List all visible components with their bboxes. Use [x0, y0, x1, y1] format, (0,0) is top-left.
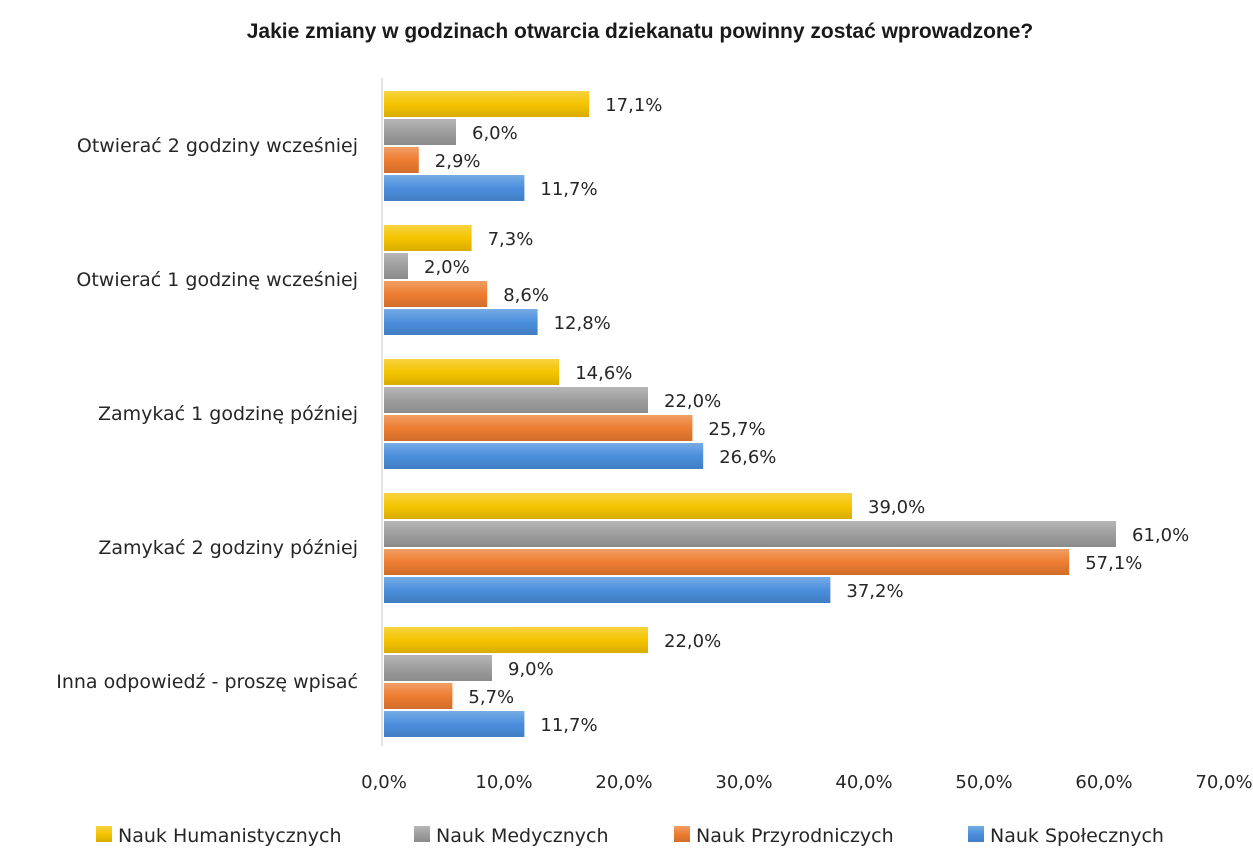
legend-swatch: [968, 826, 984, 842]
x-tick-label: 50,0%: [955, 772, 1012, 793]
x-axis-ticks: 0,0% 10,0% 20,0% 30,0% 40,0% 50,0% 60,0% 70,0%: [361, 772, 1252, 793]
bar: [384, 281, 488, 307]
legend-item: Nauk Przyrodniczych: [674, 825, 894, 847]
legend-label: Nauk Humanistycznych: [118, 825, 342, 847]
legend-item: Nauk Społecznych: [968, 825, 1164, 847]
bar: [384, 577, 831, 603]
data-label: 61,0%: [1132, 525, 1189, 546]
legend-swatch: [96, 826, 112, 842]
bar: [384, 253, 408, 279]
category-label: Otwierać 2 godziny wcześniej: [77, 135, 358, 157]
bar: [384, 683, 453, 709]
bar: [384, 359, 560, 385]
category-label: Otwierać 1 godzinę wcześniej: [76, 269, 358, 291]
data-label: 11,7%: [540, 715, 597, 736]
bar: [384, 175, 525, 201]
x-tick-label: 10,0%: [475, 772, 532, 793]
data-label: 14,6%: [575, 363, 632, 384]
category-label: Inna odpowiedź - proszę wpisać: [56, 671, 358, 693]
data-label: 57,1%: [1085, 553, 1142, 574]
legend-swatch: [414, 826, 430, 842]
bar: [384, 711, 525, 737]
legend-label: Nauk Medycznych: [436, 825, 609, 847]
data-label: 6,0%: [472, 123, 518, 144]
bar: [384, 627, 648, 653]
bar: [384, 521, 1116, 547]
data-label: 26,6%: [719, 447, 776, 468]
category-label: Zamykać 2 godziny później: [98, 537, 358, 559]
data-label: 22,0%: [664, 631, 721, 652]
data-label: 39,0%: [868, 497, 925, 518]
bar: [384, 493, 852, 519]
bar: [384, 387, 648, 413]
bar: [384, 309, 538, 335]
bar: [384, 549, 1070, 575]
category-labels: Otwierać 2 godziny wcześniej Otwierać 1 g…: [56, 135, 358, 693]
bar: [384, 443, 704, 469]
data-label: 2,0%: [424, 257, 470, 278]
category-label: Zamykać 1 godzinę później: [98, 403, 358, 425]
data-label: 22,0%: [664, 391, 721, 412]
legend-label: Nauk Społecznych: [990, 825, 1164, 847]
data-labels: 17,1% 6,0% 2,9% 11,7% 7,3% 2,0% 8,6%12,8% 14,6%…: [424, 95, 1189, 736]
legend-swatch: [674, 826, 690, 842]
data-label: 9,0%: [508, 659, 554, 680]
legend-item: Nauk Medycznych: [414, 825, 609, 847]
x-tick-label: 40,0%: [835, 772, 892, 793]
data-label: 37,2%: [846, 581, 903, 602]
data-label: 2,9%: [435, 151, 481, 172]
data-label: 25,7%: [708, 419, 765, 440]
legend-label: Nauk Przyrodniczych: [696, 825, 894, 847]
data-label: 8,6%: [503, 285, 549, 306]
bar: [384, 415, 693, 441]
bar: [384, 91, 590, 117]
x-tick-label: 0,0%: [361, 772, 407, 793]
data-label: 7,3%: [488, 229, 534, 250]
bar: [384, 655, 492, 681]
x-tick-label: 70,0%: [1195, 772, 1252, 793]
chart-title: Jakie zmiany w godzinach otwarcia dzieka…: [247, 20, 1034, 43]
legend-item: Nauk Humanistycznych: [96, 825, 342, 847]
bar: [384, 119, 456, 145]
data-label: 12,8%: [554, 313, 611, 334]
bar: [384, 147, 419, 173]
legend: Nauk Humanistycznych Nauk Medycznych Nauk …: [96, 825, 1164, 847]
x-tick-label: 20,0%: [595, 772, 652, 793]
x-tick-label: 30,0%: [715, 772, 772, 793]
data-label: 17,1%: [605, 95, 662, 116]
bar: [384, 225, 472, 251]
data-label: 11,7%: [540, 179, 597, 200]
x-tick-label: 60,0%: [1075, 772, 1132, 793]
bars: [384, 91, 1116, 737]
data-label: 5,7%: [468, 687, 514, 708]
